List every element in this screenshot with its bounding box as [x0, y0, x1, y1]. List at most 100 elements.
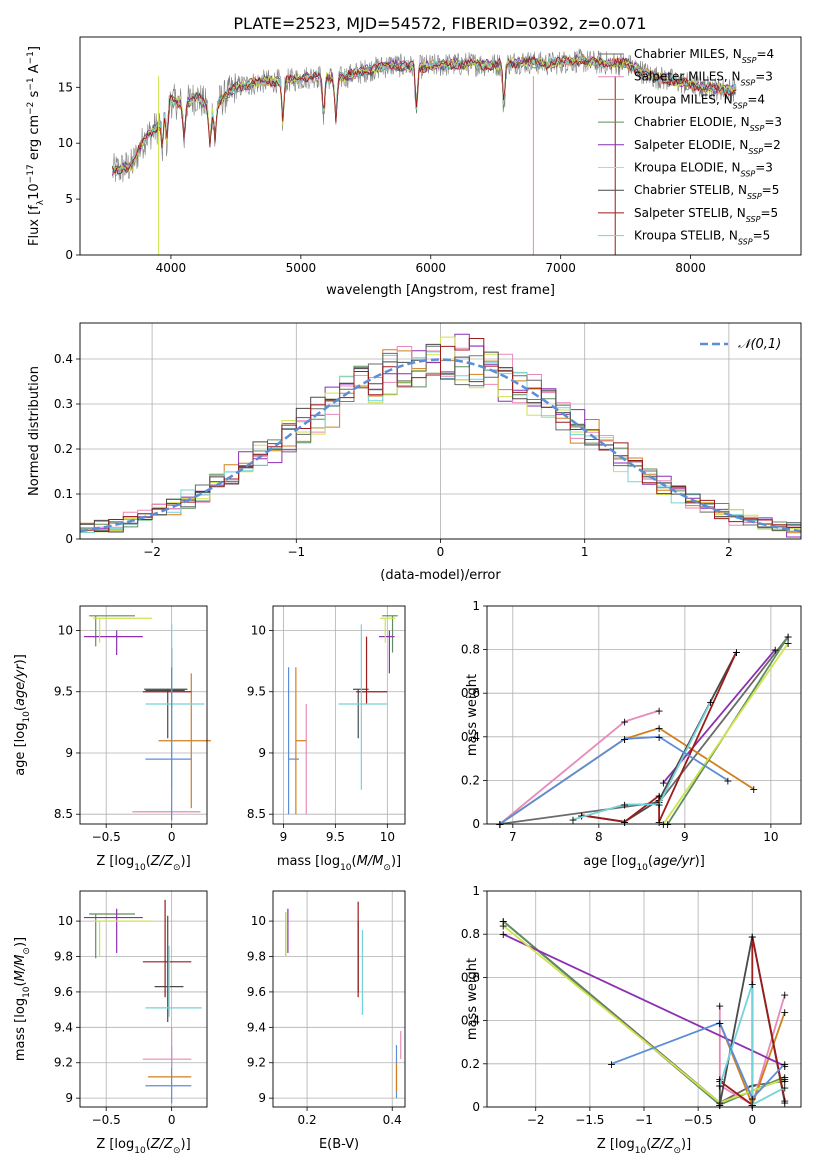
weight-point: + [577, 809, 586, 822]
axes-frame [486, 605, 802, 825]
axis-label: mass [log10(M/M⊙)] [13, 937, 32, 1061]
weight-line-1 [718, 994, 786, 1107]
spectrum-lines [112, 48, 737, 255]
x-tick-label: 10 [763, 830, 778, 844]
errorbar-mark [145, 667, 192, 821]
axis-label: age [log10(age/yr)] [13, 654, 32, 776]
x-tick-label: 9 [280, 830, 288, 844]
errorbar-mark [158, 673, 211, 809]
errorbar-mark [287, 667, 299, 815]
weight-line-0 [499, 635, 789, 825]
legend-entry: Kroupa MILES, NSSP=4 [634, 92, 765, 110]
y-tick-label: 9.4 [247, 1020, 266, 1034]
x-tick-label: 0 [748, 1113, 756, 1127]
weight-point: + [780, 1073, 789, 1086]
x-tick-label: 0.2 [298, 1113, 317, 1127]
figure-title: PLATE=2523, MJD=54572, FIBERID=0392, z=0… [233, 14, 646, 33]
y-tick-label: 9.5 [247, 685, 266, 699]
weight-point: + [499, 928, 508, 941]
weight-line-5 [662, 642, 789, 825]
histogram-series-6 [80, 343, 801, 533]
weight-point: + [495, 818, 504, 831]
legend-entry: Chabrier ELODIE, NSSP=3 [634, 115, 782, 133]
errorbar-mark [379, 630, 395, 674]
y-tick-label: 5 [65, 192, 73, 206]
weight-point: + [654, 722, 663, 735]
errorbar-mark [145, 1046, 192, 1104]
axes-frame [272, 605, 406, 825]
y-tick-label: 10 [251, 623, 266, 637]
weight-point: + [780, 1071, 789, 1084]
axes-frame [79, 890, 208, 1108]
weight-point: + [715, 999, 724, 1012]
x-tick-label: −1 [635, 1113, 653, 1127]
weight-line-4 [502, 933, 786, 1067]
legend-entry: Kroupa ELODIE, NSSP=3 [634, 161, 773, 179]
weight-point: + [715, 1073, 724, 1086]
y-tick-label: 0.8 [461, 643, 480, 657]
x-tick-label: 8000 [675, 261, 706, 275]
x-tick-label: 0.4 [383, 1113, 402, 1127]
y-tick-label: 9.2 [247, 1056, 266, 1070]
x-axis-label: (data-model)/error [380, 568, 501, 583]
x-tick-label: −1 [287, 545, 305, 559]
errorbar-mark [380, 617, 396, 643]
weight-point: + [715, 1079, 724, 1092]
errorbar-mark [83, 908, 143, 953]
y-tick-label: 0 [472, 817, 480, 831]
legend-entry: Chabrier MILES, NSSP=4 [634, 47, 774, 65]
y-tick-label: 0.4 [461, 730, 480, 744]
errorbar-mark [145, 647, 185, 709]
weight-point: + [654, 705, 663, 718]
x-tick-label: −0.5 [684, 1113, 713, 1127]
weight-point: + [748, 978, 757, 991]
normal-distribution-curve [80, 358, 801, 533]
y-tick-label: 9 [65, 1091, 73, 1105]
errorbar-mark [382, 615, 398, 653]
legend-entry: Kroupa STELIB, NSSP=5 [634, 229, 770, 247]
x-tick-label: −0.5 [92, 1113, 121, 1127]
y-tick-label: 1 [472, 599, 480, 613]
mass-vs-ebv-panel: 0.2 0.4 9 9.2 9.4 9.6 9.8 10 E(B-V) [247, 890, 406, 1152]
y-tick-label: 10 [251, 914, 266, 928]
y-tick-label: 0.2 [461, 773, 480, 787]
errorbar-mark [295, 667, 307, 815]
weight-point: + [715, 1099, 724, 1112]
weight-point: + [654, 798, 663, 811]
x-axis-label: wavelength [Angstrom, rest frame] [326, 283, 555, 298]
legend-entry: Salpeter ELODIE, NSSP=2 [634, 138, 781, 156]
weight-point: + [780, 1095, 789, 1108]
y-tick-label: 9.2 [54, 1056, 73, 1070]
weight-point: + [568, 814, 577, 827]
y-tick-label: 10 [58, 136, 73, 150]
y-tick-label: 10 [58, 623, 73, 637]
weight-point: + [780, 989, 789, 1002]
errorbar-mark [145, 945, 202, 1017]
x-axis-label: E(B-V) [319, 1137, 359, 1152]
errorbar-mark [142, 1027, 192, 1069]
axes-frame [272, 890, 406, 1108]
x-tick-label: 7000 [545, 261, 576, 275]
age-vs-metallicity-panel: −0.5 0 8.5 9 9.5 10 Z [log10(Z/Z⊙)] age [log10(… [13, 605, 211, 873]
weight-line--1 [611, 1021, 786, 1101]
weight-point: + [654, 816, 663, 829]
axes-frame [79, 36, 802, 256]
weight-point: + [620, 733, 629, 746]
x-tick-label: 6000 [415, 261, 446, 275]
y-tick-label: 9.8 [247, 950, 266, 964]
axis-label: Z [log10(Z/Z⊙)] [96, 854, 190, 873]
weight-vs-metallicity-panel: −2 −1.5 −1 −0.5 000.20.40.60.81+++ ++++++++++… [461, 884, 802, 1156]
weight-point: + [780, 1006, 789, 1019]
x-tick-label: 2 [725, 545, 733, 559]
x-tick-label: 8 [595, 830, 603, 844]
weight-point: + [748, 1092, 757, 1105]
axes-frame [79, 605, 208, 825]
model-spectrum-7 [112, 55, 737, 175]
x-tick-label: 0 [437, 545, 445, 559]
y-tick-label: 0 [65, 248, 73, 262]
y-tick-label: 8.5 [247, 807, 266, 821]
y-tick-label: 0.8 [461, 927, 480, 941]
y-tick-label: 8.5 [54, 807, 73, 821]
weight-point: + [654, 731, 663, 744]
